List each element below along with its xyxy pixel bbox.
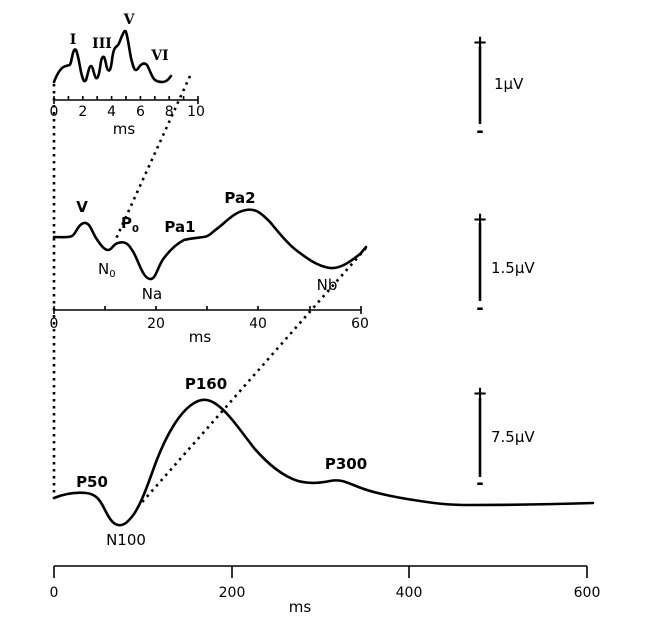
mlr-scale-bar: + - 1.5µV xyxy=(472,209,535,319)
mlr-tick-60: 60 xyxy=(351,316,369,332)
mlr-scale-minus: - xyxy=(476,298,483,319)
llr-tick-0: 0 xyxy=(50,585,59,601)
abr-scale-bar: + - 1µV xyxy=(472,32,524,142)
mlr-scale-plus: + xyxy=(472,209,487,230)
mlr-x-label: ms xyxy=(189,328,212,346)
mlr-peak-V: V xyxy=(76,198,88,216)
llr-peak-N100: N100 xyxy=(106,531,146,549)
abr-panel: 0 2 4 6 8 10 ms I III V VI + - 1µV xyxy=(50,12,525,142)
abr-tick-10: 10 xyxy=(187,104,205,120)
abr-tick-6: 6 xyxy=(136,104,145,120)
abr-tick-8: 8 xyxy=(165,104,174,120)
llr-x-label: ms xyxy=(289,598,312,616)
abr-to-mlr-connector xyxy=(113,75,192,242)
abr-peak-VI: VI xyxy=(150,48,168,64)
llr-tick-400: 400 xyxy=(396,585,423,601)
mlr-to-llr-connector xyxy=(136,247,367,509)
mlr-peak-N0: N0 xyxy=(98,260,116,280)
abr-waveform xyxy=(52,29,173,84)
llr-panel: 0 200 400 600 ms P50 N100 P160 P300 + - … xyxy=(50,375,601,616)
mlr-tick-40: 40 xyxy=(249,316,267,332)
abr-scale-label: 1µV xyxy=(494,75,524,93)
abr-peak-III: III xyxy=(92,36,112,52)
llr-scale-label: 7.5µV xyxy=(491,428,535,446)
abr-tick-2: 2 xyxy=(78,104,87,120)
abr-scale-minus: - xyxy=(476,121,483,142)
abr-tick-4: 4 xyxy=(107,104,116,120)
abr-peak-V: V xyxy=(123,12,136,28)
llr-peak-P300: P300 xyxy=(325,455,367,473)
mlr-tick-0: 0 xyxy=(50,316,59,332)
llr-tick-200: 200 xyxy=(219,585,246,601)
zoom-connectors xyxy=(52,75,367,509)
mlr-peak-Nb: Nb xyxy=(317,276,338,294)
llr-peak-P50: P50 xyxy=(76,473,108,491)
mlr-waveform xyxy=(52,208,368,281)
llr-scale-bar: + - 7.5µV xyxy=(472,383,535,494)
abr-tick-0: 0 xyxy=(50,104,59,120)
llr-peak-P160: P160 xyxy=(185,375,227,393)
llr-x-ticks xyxy=(53,566,588,578)
mlr-peak-Pa2: Pa2 xyxy=(224,189,255,207)
mlr-peak-P0: P0 xyxy=(121,214,139,235)
llr-waveform xyxy=(52,398,595,527)
abr-x-ticks xyxy=(53,96,199,104)
mlr-x-ticks xyxy=(53,306,362,314)
mlr-tick-20: 20 xyxy=(147,316,165,332)
abr-scale-plus: + xyxy=(472,32,487,53)
mlr-peak-Pa1: Pa1 xyxy=(164,218,195,236)
llr-scale-minus: - xyxy=(476,473,483,494)
llr-scale-plus: + xyxy=(472,383,487,404)
mlr-peak-Na: Na xyxy=(142,285,162,303)
abr-peak-I: I xyxy=(70,32,77,48)
abr-x-label: ms xyxy=(113,120,136,138)
mlr-panel: 0 20 40 60 ms V N0 P0 Na Pa1 Pa2 Nb + - … xyxy=(50,189,536,346)
llr-tick-600: 600 xyxy=(574,585,601,601)
mlr-scale-label: 1.5µV xyxy=(491,259,535,277)
